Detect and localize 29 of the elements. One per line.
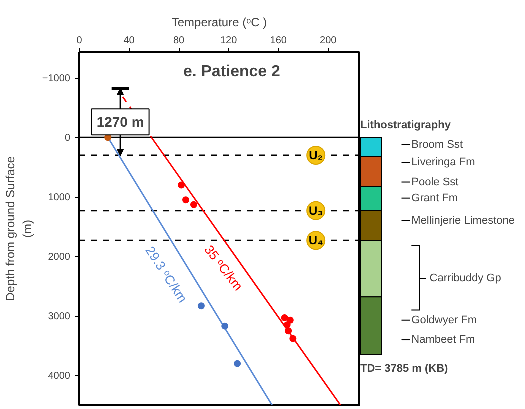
text: Poole Sst <box>412 176 459 188</box>
x-tick-label: 40 <box>124 36 136 46</box>
y-tick-label: 2000 <box>48 252 71 264</box>
text: Goldwyer Fm <box>412 314 478 326</box>
x-tick-label: 120 <box>220 36 238 46</box>
ref-line-label: U₂ <box>309 148 324 162</box>
text: Mellinjerie Limestone <box>412 214 515 227</box>
x-tick-label: 160 <box>270 36 288 46</box>
y-tick-label: 1000 <box>48 192 71 204</box>
annotation: TD= 3785 m (KB) <box>360 362 449 375</box>
ref-line-label: U₃ <box>308 204 324 218</box>
text: Lithostratigraphy <box>360 120 452 132</box>
y-axis-title: Depth from ground Surface (m) <box>4 156 34 302</box>
y-tick-label: 3000 <box>48 312 71 323</box>
y-tick-label: 0 <box>64 133 71 144</box>
ref-line-label: U₄ <box>308 234 324 248</box>
text: Grant Fm <box>412 192 458 204</box>
y-tick-label: 4000 <box>48 371 71 382</box>
text: Broom Sst <box>412 138 464 151</box>
x-tick-label: 0 <box>76 36 83 46</box>
text: Carribuddy Gp <box>430 272 502 285</box>
x-axis-title: Temperature (ᵒC ) <box>172 16 268 30</box>
text: Liveringa Fm <box>412 156 476 169</box>
text: e. Patience 2 <box>183 64 281 80</box>
y-tick-label: −1000 <box>42 74 71 85</box>
x-tick-label: 200 <box>320 36 338 46</box>
annotation: 1270 m <box>96 114 144 130</box>
x-tick-label: 80 <box>173 36 186 46</box>
text: Nambeet Fm <box>412 334 476 346</box>
